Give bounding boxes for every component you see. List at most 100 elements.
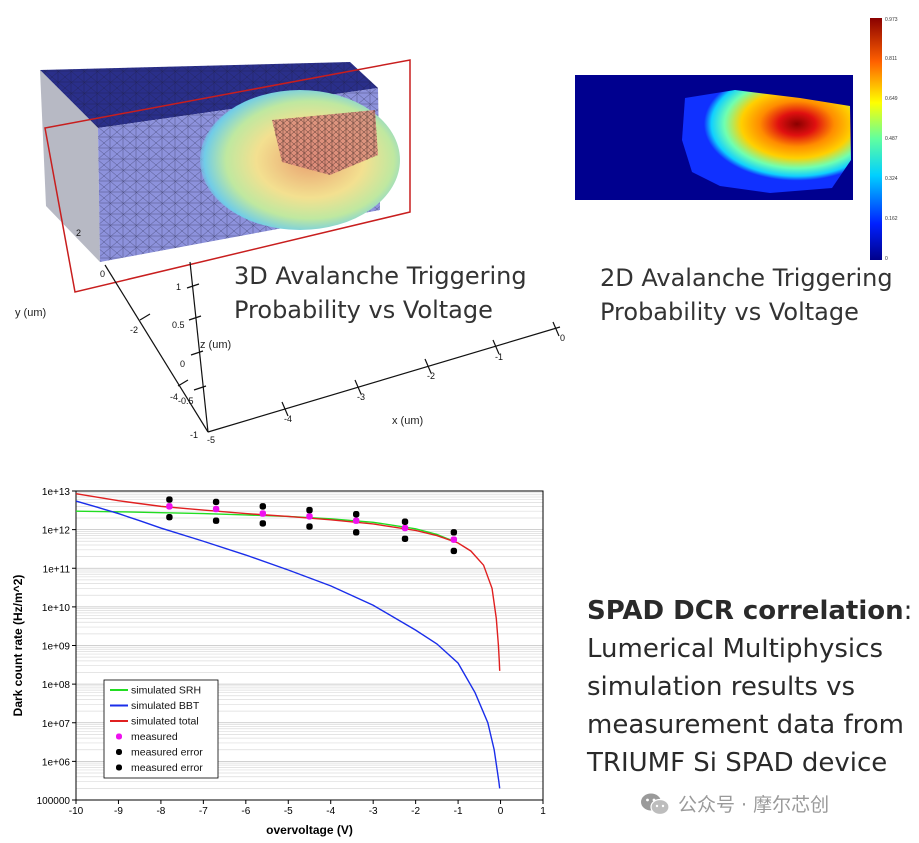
description-line4: measurement data from [587,710,904,740]
chart-legend: simulated SRH simulated BBT simulated tota… [103,679,219,779]
x-tick-label: -4 [326,806,335,817]
data-point-3 [212,505,220,513]
legend-label: simulated BBT [131,700,200,712]
cut-plane-outline [44,59,411,293]
data-point-3 [450,536,458,543]
axes-3d [104,261,561,433]
x-tick-label: 1 [540,806,546,817]
description-text: SPAD DCR correlation: Lumerical Multiphy… [587,592,912,782]
data-point-3 [306,513,313,520]
mesh-side-face [40,70,100,262]
x-tick-4: -2 [427,371,435,381]
chart-series [75,493,501,789]
y-tick-label: 1e+13 [42,487,71,498]
y-tick-label: 1e+09 [42,642,71,653]
data-point-3 [401,524,409,532]
x-tick-1: -5 [207,435,215,445]
z-axis-label-3d: z (um) [200,339,231,351]
colorbar-tick-1: 0.973 [885,17,898,23]
series-line-1 [75,500,501,789]
y-tick-label: 1e+11 [43,564,71,575]
x-tick-label: -5 [284,806,293,817]
x-axis-title: overvoltage (V) [266,823,353,837]
legend-label: measured [131,731,178,743]
data-point-5 [450,547,458,555]
data-point-5 [306,523,313,530]
y-tick-4: 2 [76,228,81,238]
colorbar [870,18,882,260]
x-tick-label: -2 [411,806,420,817]
z-tick-5: 1 [176,282,181,292]
y-tick-label: 100000 [37,796,71,807]
caption-3d-line1: 3D Avalanche Triggering [234,262,527,290]
x-tick-2: -4 [284,414,292,424]
heatmap-2d-figure: 0.973 0.811 0.649 0.487 0.324 0.162 0 [575,17,898,262]
legend-label: simulated SRH [131,685,201,697]
data-point-4 [259,503,266,510]
data-point-4 [401,518,409,525]
x-tick-3: -3 [357,392,365,402]
data-point-3 [353,517,360,524]
y-axis-title: Dark count rate (Hz/m^2) [11,575,25,717]
colorbar-tick-4: 0.487 [885,136,898,142]
legend-swatch-marker [116,733,122,740]
z-tick-1: -1 [190,430,198,440]
x-tick-label: -6 [241,806,250,817]
description-bold: SPAD DCR correlation [587,596,904,626]
colorbar-tick-3: 0.649 [885,96,898,102]
data-point-4 [306,506,313,514]
legend-label: measured error [131,762,203,774]
data-point-4 [212,498,220,506]
series-line-2 [75,493,501,671]
wechat-icon [641,793,670,815]
legend-label: simulated total [131,716,199,728]
y-tick-label: 1e+07 [42,719,71,730]
data-point-4 [353,511,360,518]
y-axis-label-3d: y (um) [15,307,46,319]
x-tick-label: 0 [498,806,504,817]
z-tick-4: 0.5 [172,320,185,330]
legend-box [103,679,219,779]
data-point-5 [401,535,409,542]
data-point-4 [450,529,458,536]
x-tick-label: -3 [369,806,378,817]
z-tick-3: 0 [180,359,185,369]
description-line3: simulation results vs [587,672,856,702]
x-tick-label: -7 [199,806,208,817]
caption-2d: 2D Avalanche Triggering Probability vs V… [600,261,893,329]
dcr-chart: -10 -9 -8 -7 -6 -5 -4 -3 -2 -1 0 11e+131e+121e+111e… [11,487,547,837]
data-point-3 [259,510,266,517]
y-tick-label: 1e+06 [42,757,71,768]
x-tick-label: -10 [69,806,84,817]
y-tick-label: 1e+08 [42,680,71,691]
y-tick-1: -4 [170,392,178,402]
caption-2d-line2: Probability vs Voltage [600,298,859,326]
colorbar-tick-7: 0 [885,256,888,262]
legend-swatch-marker [116,764,122,771]
watermark-text: 公众号 · 摩尔芯创 [678,794,830,816]
y-tick-label: 1e+12 [42,526,71,537]
caption-3d: 3D Avalanche Triggering Probability vs V… [234,259,527,327]
caption-3d-line2: Probability vs Voltage [234,296,493,324]
colorbar-tick-6: 0.162 [885,216,898,222]
x-tick-label: -9 [114,806,123,817]
mesh-3d-figure: -5 -4 -3 -2 -1 0 -4 -2 0 2 -1 -0.5 0 0.5… [15,59,565,445]
legend-label: measured error [131,747,203,759]
x-tick-5: -1 [495,352,503,362]
colorbar-tick-5: 0.324 [885,176,898,182]
y-tick-2: -2 [130,325,138,335]
legend-swatch-marker [116,749,122,755]
caption-2d-line1: 2D Avalanche Triggering [600,264,893,292]
colorbar-tick-2: 0.811 [885,56,897,62]
x-tick-label: -8 [156,806,165,817]
x-tick-label: -1 [454,806,463,817]
x-tick-6: 0 [560,333,565,343]
chart-axes: -10 -9 -8 -7 -6 -5 -4 -3 -2 -1 0 11e+131e+121e+111e… [37,487,547,817]
data-point-5 [259,520,266,527]
data-point-5 [212,517,220,524]
description-line2: Lumerical Multiphysics [587,634,883,664]
heatmap-hot-region [682,90,851,193]
description-colon: : [903,596,913,626]
y-tick-label: 1e+10 [42,603,71,614]
z-tick-2: -0.5 [178,396,194,406]
